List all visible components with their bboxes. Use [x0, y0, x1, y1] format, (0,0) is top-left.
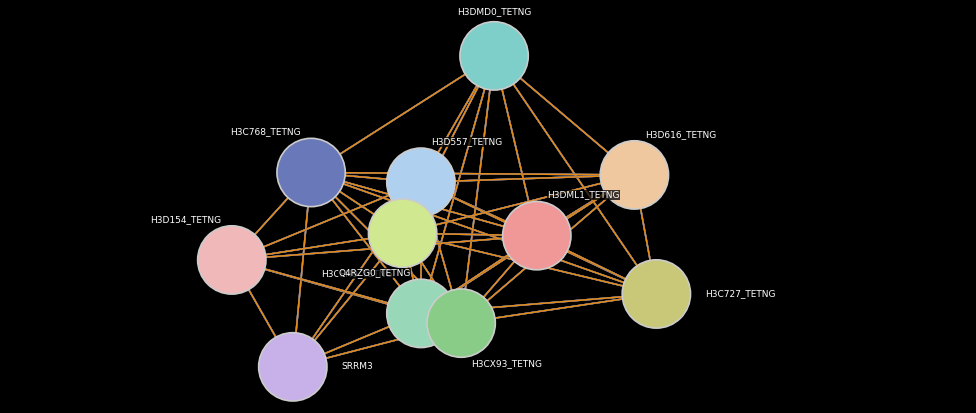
Text: H3C768_TETNG: H3C768_TETNG [230, 127, 301, 136]
Ellipse shape [623, 260, 691, 328]
Ellipse shape [197, 226, 265, 294]
Ellipse shape [460, 22, 528, 90]
Text: H3C727_TETNG: H3C727_TETNG [706, 290, 776, 299]
Ellipse shape [277, 138, 346, 206]
Ellipse shape [600, 141, 669, 209]
Ellipse shape [386, 279, 455, 348]
Ellipse shape [503, 202, 571, 270]
Text: H3DMD0_TETNG: H3DMD0_TETNG [457, 7, 531, 16]
Ellipse shape [259, 333, 327, 401]
Text: H3D616_TETNG: H3D616_TETNG [644, 130, 716, 139]
Text: SRRM3: SRRM3 [342, 362, 374, 371]
Text: H3DML1_TETNG: H3DML1_TETNG [547, 190, 620, 199]
Ellipse shape [427, 289, 496, 357]
Ellipse shape [386, 148, 455, 216]
Text: H3CX93_TETNG: H3CX93_TETNG [471, 359, 543, 368]
Text: H3D154_TETNG: H3D154_TETNG [150, 215, 222, 224]
Text: Q4RZG0_TETNG: Q4RZG0_TETNG [339, 268, 411, 277]
Text: H3D557_TETNG: H3D557_TETNG [431, 137, 503, 146]
Text: H3CEH9_TETNG: H3CEH9_TETNG [321, 269, 392, 278]
Ellipse shape [369, 199, 437, 267]
